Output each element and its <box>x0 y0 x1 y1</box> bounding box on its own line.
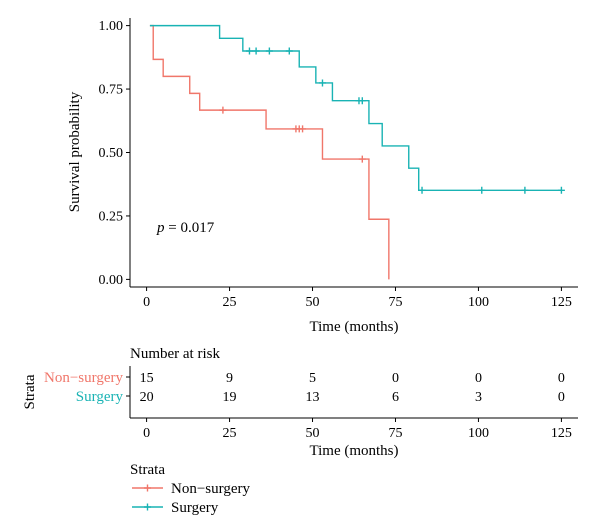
risk-table-x-tick-label: 75 <box>388 426 402 441</box>
risk-count: 3 <box>475 390 482 405</box>
legend-marker <box>144 484 151 492</box>
censor-mark <box>358 155 366 163</box>
survival-curve <box>149 24 390 280</box>
survival-curve <box>149 24 562 192</box>
risk-count: 15 <box>140 371 154 386</box>
y-tick-label: 0.50 <box>99 146 124 161</box>
x-tick-label: 75 <box>388 295 402 310</box>
risk-table-x-tick-label: 100 <box>468 426 489 441</box>
censor-mark <box>245 47 253 55</box>
y-tick-label: 0.25 <box>99 209 124 224</box>
y-axis-label: Survival probability <box>67 91 83 212</box>
risk-count: 0 <box>558 371 565 386</box>
risk-count: 9 <box>226 371 233 386</box>
y-tick-label: 0.00 <box>99 273 124 288</box>
y-tick-label: 0.75 <box>99 83 124 98</box>
legend-title: Strata <box>130 462 165 478</box>
legend-label: Surgery <box>171 500 219 516</box>
risk-table-x-axis-label: Time (months) <box>309 443 398 459</box>
risk-count: 0 <box>558 390 565 405</box>
censor-mark <box>219 106 227 114</box>
x-tick-label: 0 <box>143 295 150 310</box>
risk-table-row-label: Surgery <box>76 389 124 405</box>
censor-mark <box>318 79 326 87</box>
x-tick-label: 125 <box>551 295 572 310</box>
censor-mark <box>265 47 273 55</box>
censor-mark <box>252 47 260 55</box>
risk-count: 19 <box>223 390 237 405</box>
censor-mark <box>521 186 529 194</box>
risk-table-strata-label: Strata <box>22 374 38 409</box>
x-tick-label: 50 <box>306 295 320 310</box>
p-value-symbol: p <box>156 220 165 236</box>
censor-mark <box>557 186 565 194</box>
risk-count: 0 <box>392 371 399 386</box>
risk-count: 5 <box>309 371 316 386</box>
x-tick-label: 100 <box>468 295 489 310</box>
p-value-annotation: p = 0.017 <box>156 220 215 236</box>
censor-mark <box>418 186 426 194</box>
y-tick-label: 1.00 <box>99 19 124 34</box>
legend-marker <box>144 503 151 511</box>
risk-table-x-tick-label: 125 <box>551 426 572 441</box>
risk-count: 0 <box>475 371 482 386</box>
x-axis-label: Time (months) <box>309 319 398 335</box>
risk-count: 20 <box>140 390 154 405</box>
risk-table-x-tick-label: 25 <box>223 426 237 441</box>
risk-table-x-tick-label: 50 <box>306 426 320 441</box>
censor-mark <box>285 47 293 55</box>
risk-table-title: Number at risk <box>130 346 220 362</box>
x-tick-label: 25 <box>223 295 237 310</box>
p-value-number: = 0.017 <box>165 220 215 236</box>
censor-mark <box>358 97 366 105</box>
risk-table-row-label: Non−surgery <box>44 370 124 386</box>
legend-label: Non−surgery <box>171 481 251 497</box>
censor-mark <box>478 186 486 194</box>
risk-table-x-tick-label: 0 <box>143 426 150 441</box>
censor-mark <box>299 125 307 133</box>
risk-count: 6 <box>392 390 399 405</box>
risk-count: 13 <box>306 390 320 405</box>
